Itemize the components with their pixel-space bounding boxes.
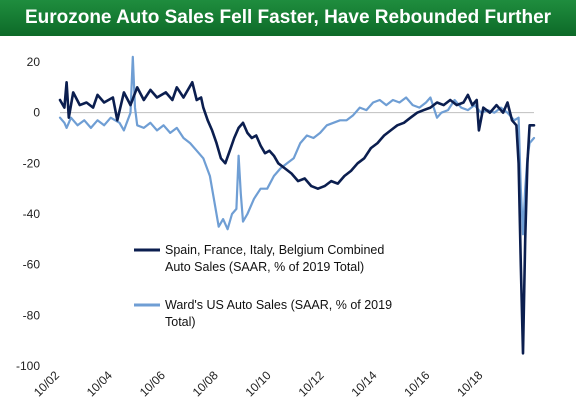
page-title: Eurozone Auto Sales Fell Faster, Have Re… <box>24 7 552 28</box>
y-tick-label: -80 <box>23 308 41 322</box>
y-tick-label: -20 <box>23 156 41 170</box>
y-axis: 20 0 -20 -40 -60 -80 -100 <box>16 55 40 373</box>
x-tick-label: 10/12 <box>296 368 327 399</box>
x-axis: 10/02 10/04 10/06 10/08 10/10 10/12 10/14 10/16… <box>31 368 486 399</box>
legend-item-us: Ward's US Auto Sales (SAAR, % of 2019 Tot… <box>134 298 392 329</box>
legend: Spain, France, Italy, Belgium Combined Au… <box>134 243 392 329</box>
y-tick-label: -100 <box>16 359 40 373</box>
x-tick-label: 10/18 <box>454 368 485 399</box>
series-group <box>58 55 536 355</box>
legend-label: Spain, France, Italy, Belgium Combined Au… <box>165 243 384 274</box>
x-tick-label: 10/06 <box>137 368 168 399</box>
legend-item-eurozone: Spain, France, Italy, Belgium Combined Au… <box>134 243 384 274</box>
series-line-us <box>58 55 536 236</box>
y-tick-label: -40 <box>23 207 41 221</box>
legend-label: Ward's US Auto Sales (SAAR, % of 2019 Tot… <box>165 298 392 329</box>
x-tick-label: 10/16 <box>401 368 432 399</box>
y-tick-label: -60 <box>23 258 41 272</box>
x-tick-label: 10/10 <box>243 368 274 399</box>
x-tick-label: 10/14 <box>348 368 379 399</box>
y-tick-label: 0 <box>33 106 40 120</box>
title-banner: Eurozone Auto Sales Fell Faster, Have Re… <box>0 0 576 36</box>
x-tick-label: 10/08 <box>190 368 221 399</box>
x-tick-label: 10/04 <box>84 368 115 399</box>
y-tick-label: 20 <box>27 55 41 69</box>
series-line-eurozone <box>58 81 536 355</box>
